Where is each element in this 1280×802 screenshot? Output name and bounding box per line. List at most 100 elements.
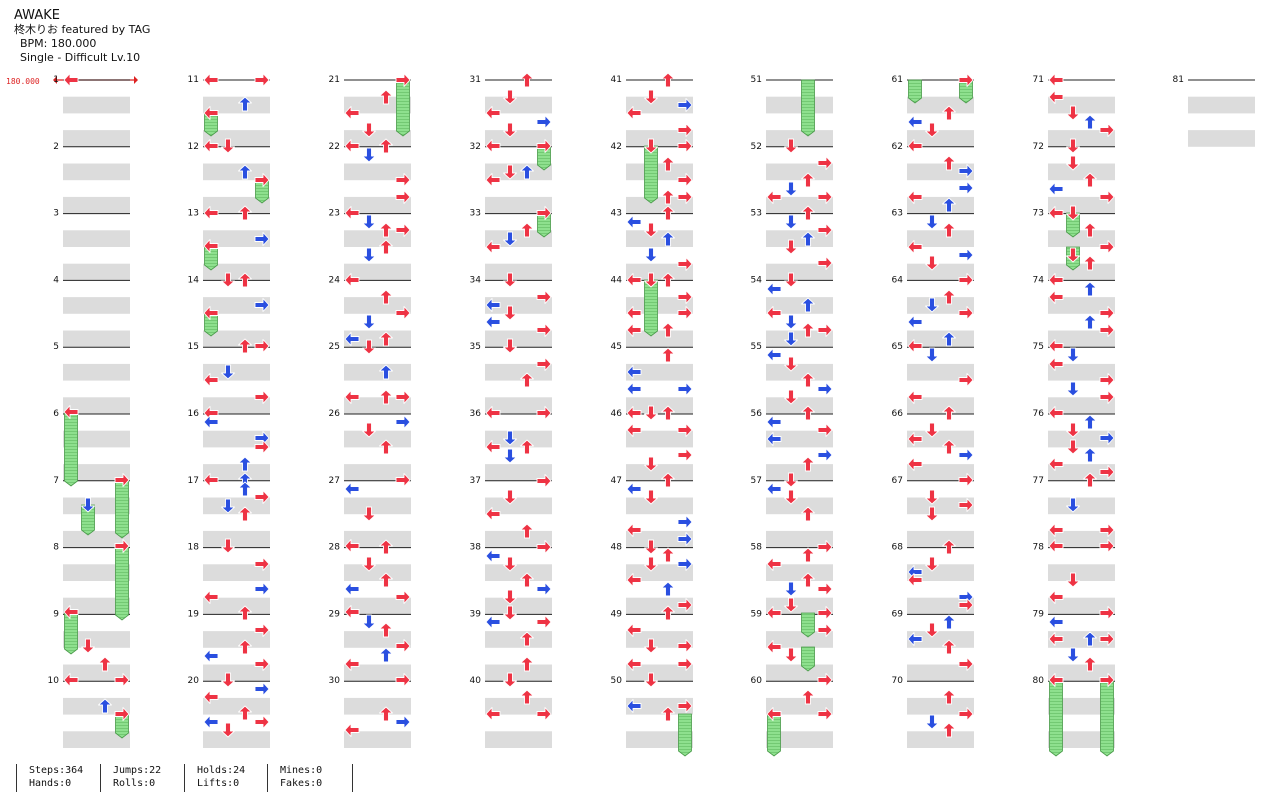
arrow-right-icon (677, 173, 693, 187)
hold-note (1066, 212, 1080, 238)
arrow-down-icon (784, 581, 798, 597)
measure-number: 27 (329, 476, 340, 486)
arrow-left-icon (63, 605, 79, 619)
beat-band (907, 430, 974, 448)
measure-number: 16 (188, 409, 200, 419)
arrow-up-icon (661, 581, 675, 597)
beat-band (626, 464, 693, 481)
hold-note (678, 713, 692, 757)
beat-band (485, 330, 552, 348)
beat-band (626, 631, 693, 648)
arrow-right-icon (254, 657, 270, 671)
beat-band (1048, 230, 1115, 247)
arrow-left-icon (1048, 357, 1064, 371)
beat-band (907, 230, 974, 247)
arrow-right-icon (817, 423, 833, 437)
beat-band (1048, 163, 1115, 181)
bpm-marker-tick (134, 76, 138, 84)
beat-band (63, 196, 130, 214)
arrow-down-icon (503, 605, 517, 621)
arrow-up-icon (379, 439, 393, 455)
arrow-left-icon (203, 373, 219, 387)
measure-number: 13 (188, 209, 199, 219)
arrow-right-icon (254, 490, 270, 504)
measure-number: 25 (329, 342, 340, 352)
beat-band (626, 530, 693, 548)
beat-band (485, 130, 552, 147)
stats-bar: Steps:364 Hands:0 Jumps:22 Rolls:0 Holds… (0, 764, 400, 794)
beat-band (766, 464, 833, 481)
arrow-left-icon (766, 415, 782, 429)
arrow-right-icon (536, 615, 552, 629)
arrow-down-icon (503, 231, 517, 247)
arrow-left-icon (907, 139, 923, 153)
arrow-right-icon (958, 448, 974, 462)
arrow-right-icon (677, 382, 693, 396)
arrow-up-icon (801, 372, 815, 388)
beat-band (485, 597, 552, 615)
arrow-right-icon (1099, 323, 1115, 337)
arrow-right-icon (254, 73, 270, 87)
arrow-right-icon (677, 190, 693, 204)
measure-number: 26 (329, 409, 341, 419)
arrow-left-icon (203, 590, 219, 604)
arrow-left-icon (1048, 673, 1064, 687)
arrow-right-icon (395, 473, 411, 487)
beat-band (63, 397, 130, 414)
arrow-right-icon (817, 448, 833, 462)
measure-number: 5 (53, 342, 59, 352)
arrow-up-icon (801, 572, 815, 588)
beat-band (63, 363, 130, 381)
measure-number: 2 (53, 142, 59, 152)
beat-band (1188, 96, 1255, 114)
measure-number: 72 (1033, 142, 1044, 152)
arrow-right-icon (677, 257, 693, 271)
arrow-up-icon (661, 205, 675, 221)
beat-band (1048, 397, 1115, 414)
beat-band (63, 430, 130, 448)
arrow-right-icon (958, 707, 974, 721)
beat-band (766, 397, 833, 414)
arrow-right-icon (817, 582, 833, 596)
arrow-right-icon (958, 306, 974, 320)
arrow-up-icon (661, 706, 675, 722)
beat-band (626, 697, 693, 715)
beat-band (766, 430, 833, 448)
stat-hands: Hands:0 (29, 778, 72, 789)
stat-mines: Mines:0 (280, 765, 323, 776)
arrow-down-icon (925, 622, 939, 638)
beat-band (1048, 664, 1115, 682)
beat-band (203, 530, 270, 548)
arrow-right-icon (254, 682, 270, 696)
arrow-up-icon (942, 439, 956, 455)
arrow-left-icon (1048, 590, 1064, 604)
beat-band (626, 196, 693, 214)
arrow-down-icon (925, 297, 939, 313)
arrow-left-icon (344, 390, 360, 404)
arrow-up-icon (238, 481, 252, 497)
beat-band (344, 464, 411, 481)
beat-band (626, 163, 693, 181)
stats-group-steps: Steps:364 Hands:0 (16, 764, 83, 792)
measure-number: 69 (892, 609, 904, 619)
arrow-up-icon (1083, 447, 1097, 463)
beat-band (1048, 564, 1115, 581)
measure-number: 17 (188, 476, 199, 486)
arrow-right-icon (395, 223, 411, 237)
arrow-down-icon (925, 422, 939, 438)
arrow-down-icon (644, 556, 658, 572)
arrow-up-icon (801, 322, 815, 338)
arrow-down-icon (81, 497, 95, 513)
beat-band (485, 697, 552, 715)
beat-band (766, 530, 833, 548)
arrow-up-icon (520, 164, 534, 180)
hold-note (801, 79, 815, 137)
beat-band (63, 96, 130, 114)
arrow-down-icon (1066, 497, 1080, 513)
beat-band (203, 697, 270, 715)
arrow-down-icon (784, 181, 798, 197)
arrow-left-icon (626, 106, 642, 120)
arrow-down-icon (1066, 205, 1080, 221)
arrow-down-icon (1066, 422, 1080, 438)
measure-number: 45 (611, 342, 622, 352)
